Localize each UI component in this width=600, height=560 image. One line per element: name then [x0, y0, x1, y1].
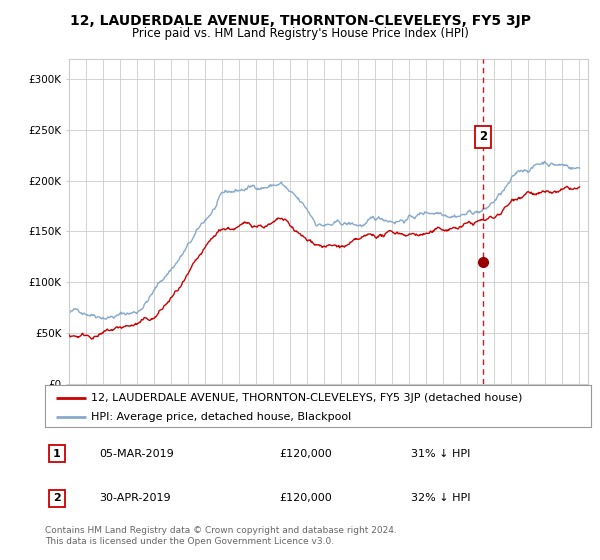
Text: 2: 2 [479, 130, 487, 143]
Text: 12, LAUDERDALE AVENUE, THORNTON-CLEVELEYS, FY5 3JP (detached house): 12, LAUDERDALE AVENUE, THORNTON-CLEVELEY… [91, 393, 523, 403]
Text: 2: 2 [53, 493, 61, 503]
Text: HPI: Average price, detached house, Blackpool: HPI: Average price, detached house, Blac… [91, 412, 352, 422]
Text: Contains HM Land Registry data © Crown copyright and database right 2024.
This d: Contains HM Land Registry data © Crown c… [45, 526, 397, 546]
Text: 12, LAUDERDALE AVENUE, THORNTON-CLEVELEYS, FY5 3JP: 12, LAUDERDALE AVENUE, THORNTON-CLEVELEY… [70, 14, 530, 28]
Text: 1: 1 [53, 449, 61, 459]
Text: Price paid vs. HM Land Registry's House Price Index (HPI): Price paid vs. HM Land Registry's House … [131, 27, 469, 40]
Text: 30-APR-2019: 30-APR-2019 [100, 493, 171, 503]
Text: £120,000: £120,000 [280, 493, 332, 503]
Text: 05-MAR-2019: 05-MAR-2019 [100, 449, 175, 459]
Text: 32% ↓ HPI: 32% ↓ HPI [411, 493, 470, 503]
Text: 31% ↓ HPI: 31% ↓ HPI [411, 449, 470, 459]
Text: £120,000: £120,000 [280, 449, 332, 459]
